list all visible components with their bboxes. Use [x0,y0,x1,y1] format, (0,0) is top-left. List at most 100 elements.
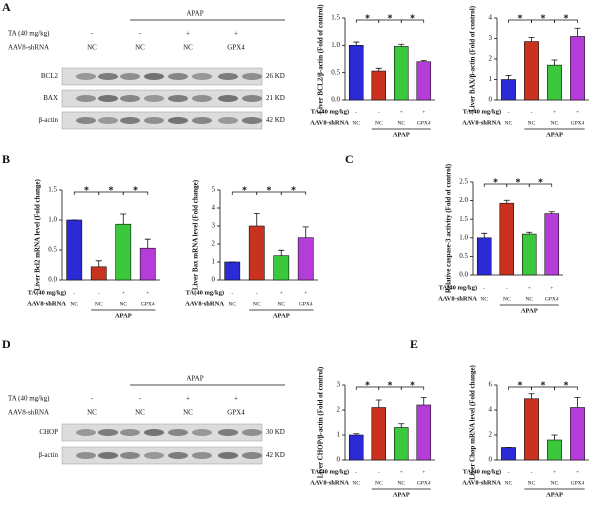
error-bar [420,397,427,405]
bar [90,266,107,281]
row-cell: GPX4 [141,301,155,307]
row-cell: NC [183,44,193,52]
error-bar [353,41,360,46]
significance-bracket [554,386,578,390]
significance-bracket [280,191,307,195]
blot-band [76,95,96,102]
row-cell: NC [352,480,360,486]
row-cell: NC [525,296,533,302]
row-cell: - [91,30,94,38]
row-cell: NC [375,480,383,486]
bar [371,407,387,461]
significance-bracket [554,19,578,23]
bar-chart: 0.0 0.5 1.0 1.5 Liver Bcl2 mRNA level (Fold … [27,179,160,319]
blot-band [120,117,140,124]
y-tick-label: 2 [489,431,493,439]
row-label: AAV8-shRNA [310,119,349,126]
y-tick-label: 2.5 [459,178,468,186]
row-cell: + [122,290,125,296]
blot-band [120,452,140,459]
y-tick-label: 0.0 [48,276,57,284]
y-tick-label: 4 [489,14,493,22]
row-cell: - [508,469,510,475]
blot-band [120,95,140,102]
significance-star: * [388,380,393,391]
error-bar [353,433,360,435]
significance-bracket [122,191,149,195]
significance-star: * [518,380,523,391]
significance-star: * [365,380,370,391]
y-tick-label: 0.5 [459,252,468,260]
y-tick-label: 0 [489,456,493,464]
blot-band [98,117,118,124]
blot-band [120,429,140,436]
blot-band [144,95,164,102]
protein-size: 26 KD [266,72,285,80]
significance-star: * [516,177,521,188]
y-axis-label: Liver BAX/β-actin (Fold of control) [469,5,477,112]
error-bar [574,397,581,408]
row-label: TA(40 mg/kg) [463,468,501,475]
error-bar [420,60,427,62]
row-cell: NC [551,480,559,486]
error-bar [398,43,405,47]
error-bar [481,232,488,238]
blot-band [144,73,164,80]
group-label: APAP [186,375,203,383]
significance-star: * [410,380,415,391]
y-tick-label: 1.0 [459,233,468,241]
row-cell: + [553,469,556,475]
bar [501,79,516,101]
significance-star: * [541,13,546,24]
bar [524,41,539,101]
group-label: APAP [273,312,290,319]
y-axis-label: Liver BCL2/β-actin (Fold of control) [317,4,325,114]
significance-star: * [84,185,89,196]
significance-star: * [410,13,415,24]
error-bar [95,260,102,267]
y-tick-label: 0.5 [48,246,57,254]
bar-chart: 0.0 0.5 1.0 1.5 2.0 2.5 Relative caspase-3 act… [438,163,563,314]
blot-band [98,452,118,459]
bar [524,398,539,461]
blot-band [76,429,96,436]
bar [115,223,132,281]
row-cell: NC [551,120,559,126]
row-cell: + [422,109,425,115]
row-label: TA(40 mg/kg) [311,468,349,475]
blot-band [192,452,212,459]
panel-label: A [2,0,11,14]
row-cell: GPX4 [417,120,431,126]
bar [547,439,562,461]
row-label: AAV8-shRNA [8,44,49,52]
error-bar [302,226,309,238]
row-label: TA(40 mg/kg) [311,108,349,115]
bar-chart: 0 2 4 6 Liver Chop mRNA level (Fold change) *… [462,364,589,498]
y-tick-label: 0 [337,456,341,464]
blot-band [218,429,238,436]
protein-label: BAX [43,94,58,102]
error-bar [528,393,535,399]
row-cell: NC [528,120,536,126]
row-cell: + [576,469,579,475]
row-label: AAV8-shRNA [27,300,66,307]
error-bar [574,27,581,37]
protein-label: BCL2 [41,72,59,80]
row-cell: NC [70,301,78,307]
row-cell: + [553,109,556,115]
group-label: APAP [521,307,538,314]
blot-band [168,429,188,436]
significance-star: * [538,177,543,188]
row-cell: - [355,469,357,475]
significance-star: * [564,13,569,24]
error-bar [375,399,382,408]
protein-label: β-actin [39,116,59,124]
protein-label: CHOP [39,428,58,436]
row-cell: NC [135,44,145,52]
row-label: TA(40 mg/kg) [186,289,224,296]
blot-band [242,117,262,124]
bar [501,447,516,461]
bar [348,45,364,101]
significance-star: * [133,185,138,196]
row-cell: NC [119,301,127,307]
